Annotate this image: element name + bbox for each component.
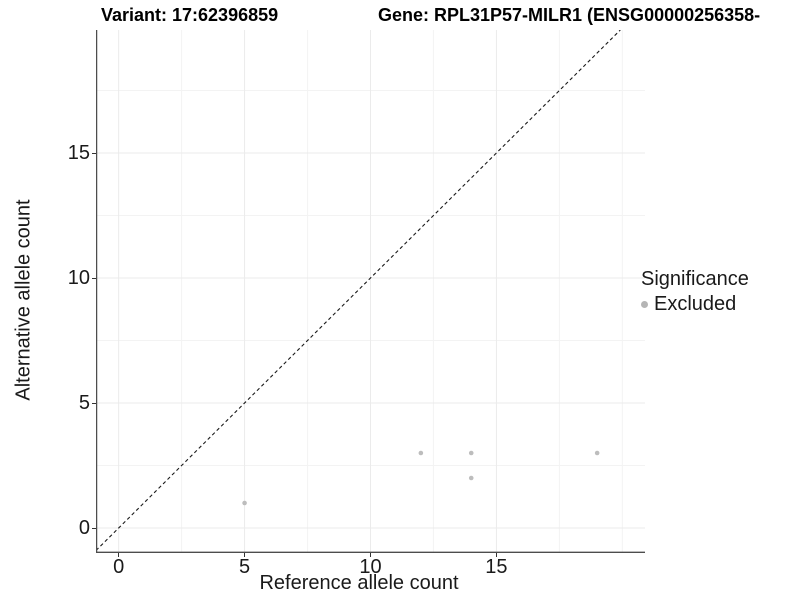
y-tick-mark [91,152,96,154]
plot-title-variant: Variant: 17:62396859 [101,5,279,25]
x-tick-label: 0 [113,556,125,578]
y-tick-mark [91,277,96,279]
x-tick-label: 10 [359,556,382,578]
data-point [468,450,474,456]
y-tick-label: 10 [67,267,90,289]
y-axis-label: Alternative allele count [12,199,35,401]
legend-entry-label: Excluded [654,293,737,315]
data-point [242,500,247,506]
plot-title-gene: Gene: RPL31P57-MILR1 (ENSG00000256358- [378,5,761,25]
x-axis-label: Reference allele count [259,572,459,594]
y-tick-label: 0 [78,517,90,539]
x-tick-mark [118,553,120,557]
x-tick-mark [244,553,246,557]
x-tick-mark [370,553,371,557]
scatter-plot-canvas [96,30,645,553]
x-tick-label: 5 [239,556,251,578]
y-tick-label: 5 [78,392,90,414]
legend-point-icon [641,300,648,308]
data-point [594,450,600,456]
identity-line [96,30,621,551]
data-point [468,475,474,481]
y-tick-mark [91,402,96,404]
legend: Significance Excluded [641,267,749,316]
x-tick-label: 15 [485,556,508,578]
y-tick-label: 15 [67,142,90,164]
legend-entry: Excluded [641,292,749,316]
x-tick-mark [495,553,497,557]
plot-panel [96,30,645,553]
legend-title: Significance [641,268,749,290]
data-point [418,450,424,456]
y-tick-mark [91,527,96,529]
